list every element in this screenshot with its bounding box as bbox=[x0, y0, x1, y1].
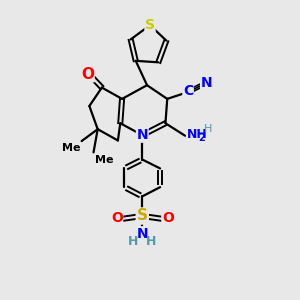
Text: S: S bbox=[145, 18, 155, 32]
Text: O: O bbox=[81, 67, 94, 82]
Text: C: C bbox=[183, 84, 193, 98]
Text: H: H bbox=[203, 124, 212, 134]
Text: NH: NH bbox=[187, 128, 207, 141]
Text: Me: Me bbox=[95, 155, 113, 165]
Text: H: H bbox=[146, 235, 156, 248]
Text: O: O bbox=[162, 212, 174, 225]
Text: O: O bbox=[111, 212, 123, 225]
Text: N: N bbox=[201, 76, 212, 90]
Text: Me: Me bbox=[62, 142, 80, 153]
Text: N: N bbox=[136, 227, 148, 241]
Text: N: N bbox=[136, 128, 148, 142]
Text: S: S bbox=[137, 208, 148, 224]
Text: H: H bbox=[128, 235, 139, 248]
Text: 2: 2 bbox=[198, 133, 205, 143]
